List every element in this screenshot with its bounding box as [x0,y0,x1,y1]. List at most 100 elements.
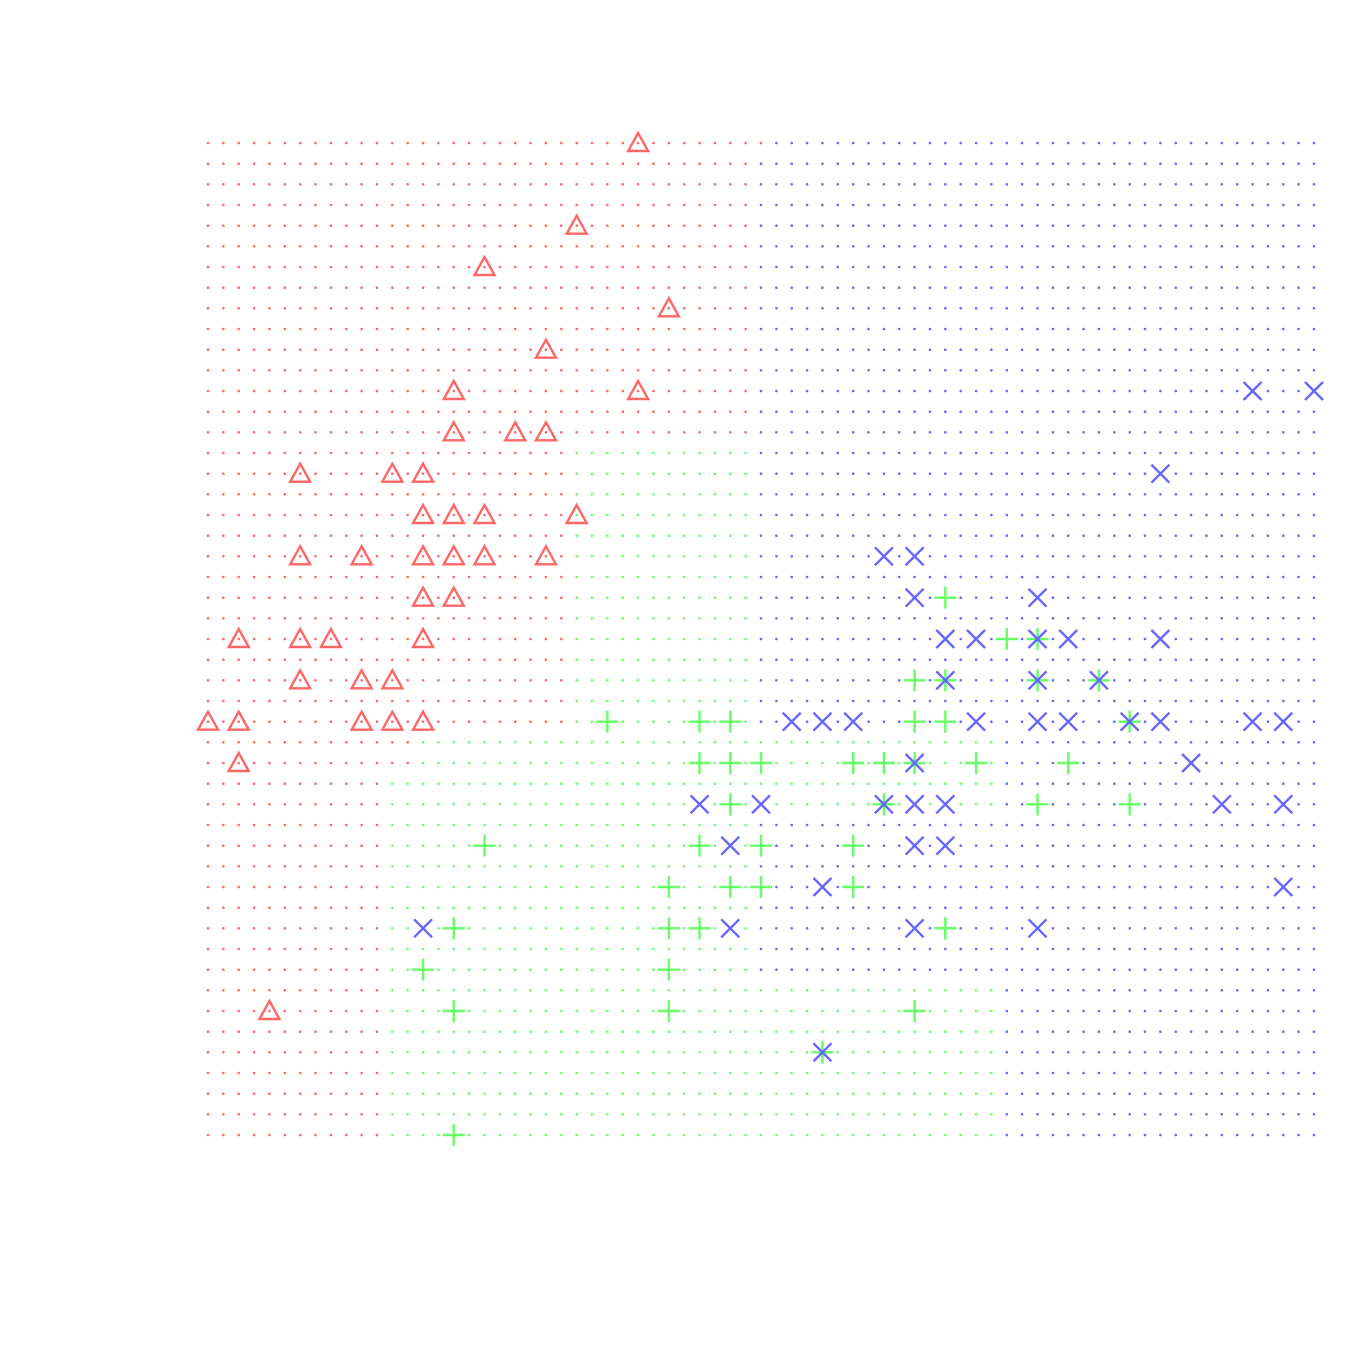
point-versicolor [596,710,619,733]
region-grid-setosa [206,141,763,1137]
point-setosa [564,502,589,525]
point-virginica [1273,794,1294,815]
point-virginica [1273,711,1294,732]
point-virginica [1181,753,1201,773]
point-setosa [472,543,497,566]
point-virginica [1058,711,1079,732]
point-virginica [1119,711,1140,732]
point-virginica [1273,877,1294,897]
point-virginica [812,877,833,897]
point-versicolor [842,752,865,774]
point-setosa [195,709,221,731]
point-virginica [874,794,894,815]
point-virginica [1027,670,1048,691]
point-versicolor [750,876,772,898]
point-virginica [904,546,925,567]
series-setosa [195,130,681,1021]
point-virginica [1211,794,1232,815]
point-virginica [843,711,864,732]
point-versicolor [719,710,742,733]
point-setosa [472,502,497,525]
point-virginica [935,670,956,691]
point-setosa [533,337,558,359]
point-setosa [441,585,466,607]
point-versicolor [934,586,957,609]
point-versicolor [903,1000,926,1022]
point-virginica [1304,381,1324,401]
point-versicolor [965,752,988,774]
point-virginica [720,835,741,856]
point-versicolor [903,710,926,733]
point-versicolor [1057,752,1080,774]
point-versicolor [657,958,680,981]
point-virginica [966,629,986,649]
point-setosa [411,461,436,483]
point-setosa [626,378,651,401]
point-virginica [1027,711,1048,732]
point-virginica [1150,463,1171,484]
point-virginica [413,918,433,939]
point-setosa [503,419,528,442]
point-setosa [226,709,251,731]
point-virginica [1027,629,1048,649]
point-versicolor [903,669,926,692]
point-versicolor [842,834,865,857]
series-versicolor [412,586,1141,1146]
point-virginica [966,711,986,732]
point-setosa [564,213,589,235]
point-setosa [411,585,436,607]
point-virginica [1242,381,1263,401]
point-setosa [288,626,313,649]
point-virginica [720,918,741,939]
point-versicolor [750,752,772,774]
point-versicolor [872,752,895,774]
point-virginica [935,835,956,856]
point-virginica [812,1042,833,1063]
point-setosa [349,543,374,566]
point-versicolor [934,917,957,940]
point-setosa [288,543,313,566]
point-virginica [904,587,925,608]
point-versicolor [842,876,865,898]
point-setosa [533,543,558,566]
point-versicolor [719,793,742,816]
point-setosa [380,461,405,483]
point-virginica [935,794,956,815]
point-setosa [411,626,436,649]
point-virginica [904,753,925,773]
point-versicolor [442,1124,465,1146]
point-setosa [257,998,282,1021]
point-virginica [1150,629,1171,649]
point-setosa [349,709,374,731]
data-points [195,130,1324,1146]
point-setosa [349,667,374,690]
point-versicolor [995,628,1018,650]
point-setosa [533,419,558,442]
point-setosa [318,626,343,649]
point-versicolor [442,1000,465,1022]
point-versicolor [688,917,711,940]
point-versicolor [719,752,742,774]
point-setosa [411,543,436,566]
point-setosa [626,130,651,153]
point-virginica [874,546,894,567]
point-versicolor [1118,793,1141,816]
point-setosa [226,750,251,773]
point-setosa [288,461,313,483]
region-grid-versicolor [391,451,993,1137]
point-versicolor [688,710,711,733]
point-virginica [935,629,956,649]
point-versicolor [657,917,680,940]
point-virginica [904,835,925,856]
point-setosa [441,502,466,525]
point-setosa [441,543,466,566]
point-virginica [1089,670,1109,691]
point-setosa [472,254,497,277]
point-versicolor [1026,793,1049,816]
point-versicolor [412,958,435,981]
point-setosa [441,378,466,401]
point-virginica [904,794,925,815]
point-virginica [1027,918,1048,939]
point-setosa [288,667,313,690]
